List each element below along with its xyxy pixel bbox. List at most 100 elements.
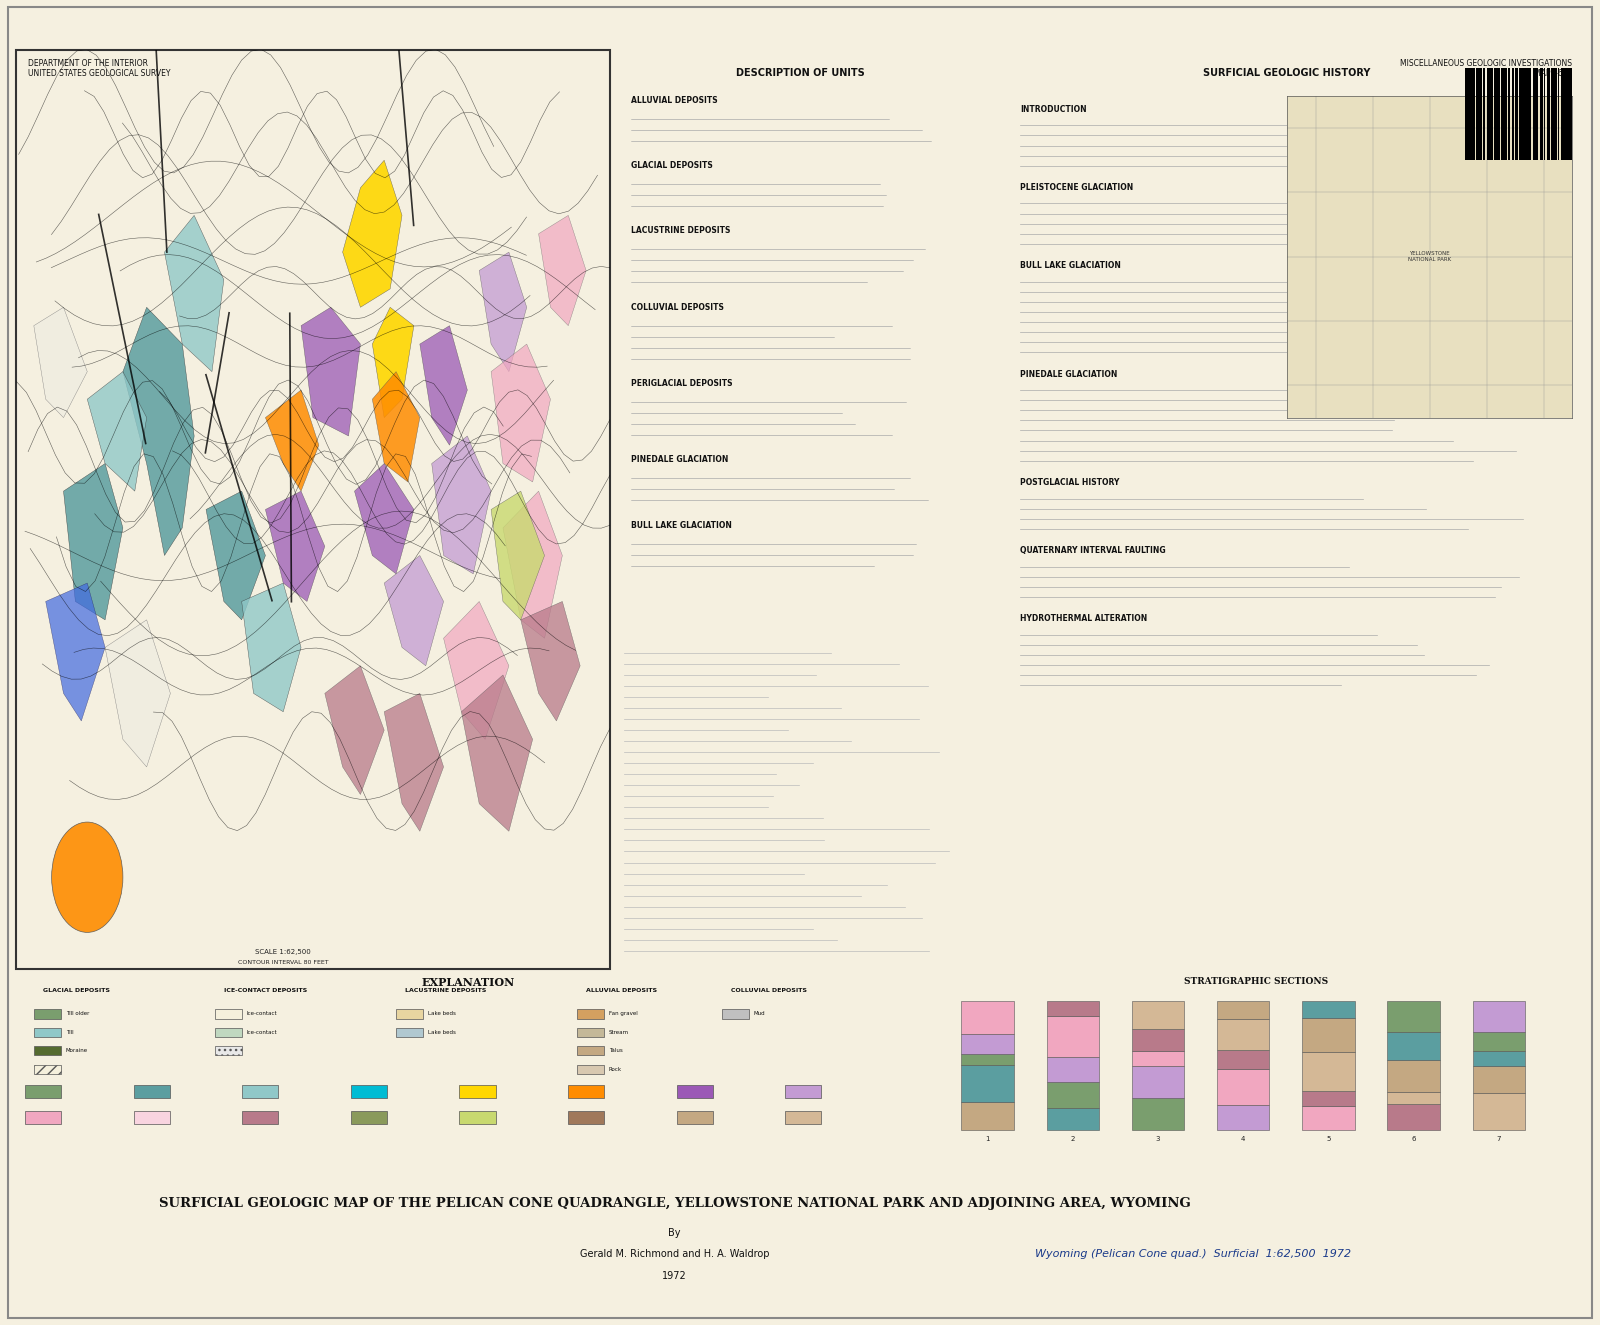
Bar bbox=[1472, 1093, 1525, 1130]
Text: PINEDALE GLACIATION: PINEDALE GLACIATION bbox=[632, 456, 728, 464]
Bar bbox=[786, 1110, 821, 1124]
Polygon shape bbox=[123, 307, 194, 555]
Bar bbox=[962, 1101, 1014, 1130]
Polygon shape bbox=[266, 492, 325, 602]
Bar bbox=[214, 1047, 242, 1056]
Bar bbox=[34, 1010, 61, 1019]
Bar bbox=[1046, 1056, 1099, 1083]
Polygon shape bbox=[355, 464, 414, 574]
Bar bbox=[1387, 1092, 1440, 1105]
Text: ALLUVIAL DEPOSITS: ALLUVIAL DEPOSITS bbox=[586, 988, 658, 994]
Bar bbox=[242, 1085, 278, 1098]
Bar bbox=[1131, 1098, 1184, 1130]
Text: MISCELLANEOUS GEOLOGIC INVESTIGATIONS
MAP I-656: MISCELLANEOUS GEOLOGIC INVESTIGATIONS MA… bbox=[1400, 60, 1573, 78]
Bar bbox=[1387, 1060, 1440, 1092]
Bar bbox=[962, 1055, 1014, 1065]
Bar bbox=[1472, 1051, 1525, 1065]
Polygon shape bbox=[342, 160, 402, 307]
Bar bbox=[1131, 1052, 1184, 1065]
Text: BULL LAKE GLACIATION: BULL LAKE GLACIATION bbox=[1019, 261, 1120, 270]
Bar bbox=[1302, 1018, 1355, 1052]
Text: QUATERNARY INTERVAL FAULTING: QUATERNARY INTERVAL FAULTING bbox=[1019, 546, 1165, 555]
Bar bbox=[397, 1010, 424, 1019]
Polygon shape bbox=[443, 602, 509, 739]
Bar bbox=[1046, 1108, 1099, 1130]
Bar bbox=[1302, 1090, 1355, 1106]
Text: GLACIAL DEPOSITS: GLACIAL DEPOSITS bbox=[632, 162, 714, 170]
Text: Rock: Rock bbox=[608, 1067, 622, 1072]
Text: DEPARTMENT OF THE INTERIOR
UNITED STATES GEOLOGICAL SURVEY: DEPARTMENT OF THE INTERIOR UNITED STATES… bbox=[27, 60, 170, 78]
Polygon shape bbox=[491, 492, 544, 620]
Text: POSTGLACIAL HISTORY: POSTGLACIAL HISTORY bbox=[1019, 478, 1120, 488]
Polygon shape bbox=[301, 307, 360, 436]
Polygon shape bbox=[480, 252, 526, 371]
Text: 1972: 1972 bbox=[662, 1271, 686, 1280]
Text: ICE-CONTACT DEPOSITS: ICE-CONTACT DEPOSITS bbox=[224, 988, 307, 994]
Text: 6: 6 bbox=[1411, 1136, 1416, 1142]
Bar bbox=[1302, 1106, 1355, 1130]
Bar bbox=[962, 1065, 1014, 1101]
Polygon shape bbox=[384, 693, 443, 831]
Bar bbox=[1046, 1002, 1099, 1016]
Text: COLLUVIAL DEPOSITS: COLLUVIAL DEPOSITS bbox=[632, 302, 725, 311]
Bar bbox=[397, 1028, 424, 1037]
Text: DESCRIPTION OF UNITS: DESCRIPTION OF UNITS bbox=[736, 69, 864, 78]
Text: Talus: Talus bbox=[608, 1048, 622, 1053]
Text: SCALE 1:62,500: SCALE 1:62,500 bbox=[256, 950, 310, 955]
Bar bbox=[568, 1110, 605, 1124]
Bar bbox=[1472, 1032, 1525, 1051]
Polygon shape bbox=[432, 436, 491, 574]
Polygon shape bbox=[491, 344, 550, 482]
Text: Ice-contact: Ice-contact bbox=[246, 1030, 277, 1035]
Bar bbox=[578, 1010, 605, 1019]
Polygon shape bbox=[384, 555, 443, 665]
Bar bbox=[134, 1085, 170, 1098]
Polygon shape bbox=[34, 307, 88, 417]
Text: PINEDALE GLACIATION: PINEDALE GLACIATION bbox=[1019, 370, 1117, 379]
Bar bbox=[1046, 1016, 1099, 1056]
Text: 3: 3 bbox=[1155, 1136, 1160, 1142]
Text: BULL LAKE GLACIATION: BULL LAKE GLACIATION bbox=[632, 521, 733, 530]
Polygon shape bbox=[373, 371, 419, 482]
Bar bbox=[1131, 1065, 1184, 1098]
Text: 5: 5 bbox=[1326, 1136, 1331, 1142]
Bar bbox=[578, 1047, 605, 1056]
Bar bbox=[459, 1110, 496, 1124]
Bar bbox=[786, 1085, 821, 1098]
Bar bbox=[34, 1064, 61, 1073]
Text: Till: Till bbox=[66, 1030, 74, 1035]
Bar bbox=[1046, 1083, 1099, 1108]
Bar bbox=[242, 1110, 278, 1124]
Text: 4: 4 bbox=[1242, 1136, 1245, 1142]
Bar bbox=[1131, 1002, 1184, 1030]
Bar bbox=[677, 1110, 712, 1124]
Bar bbox=[1387, 1105, 1440, 1130]
Text: LACUSTRINE DEPOSITS: LACUSTRINE DEPOSITS bbox=[632, 227, 731, 236]
Bar bbox=[134, 1110, 170, 1124]
Circle shape bbox=[51, 822, 123, 933]
Text: 2: 2 bbox=[1070, 1136, 1075, 1142]
Text: Stream: Stream bbox=[608, 1030, 629, 1035]
Polygon shape bbox=[520, 602, 581, 721]
Bar bbox=[214, 1010, 242, 1019]
Text: STRATIGRAPHIC SECTIONS: STRATIGRAPHIC SECTIONS bbox=[1184, 977, 1328, 986]
Polygon shape bbox=[206, 492, 266, 620]
Polygon shape bbox=[46, 583, 106, 721]
Bar bbox=[1472, 1002, 1525, 1032]
Text: Mud: Mud bbox=[754, 1011, 765, 1016]
Text: GLACIAL DEPOSITS: GLACIAL DEPOSITS bbox=[43, 988, 110, 994]
Text: EXPLANATION: EXPLANATION bbox=[422, 977, 515, 988]
Text: Wyoming (Pelican Cone quad.)  Surficial  1:62,500  1972: Wyoming (Pelican Cone quad.) Surficial 1… bbox=[1035, 1249, 1352, 1260]
Bar bbox=[1387, 1032, 1440, 1060]
Text: ALLUVIAL DEPOSITS: ALLUVIAL DEPOSITS bbox=[632, 95, 718, 105]
Bar bbox=[459, 1085, 496, 1098]
Bar bbox=[722, 1010, 749, 1019]
Bar bbox=[1302, 1052, 1355, 1090]
Polygon shape bbox=[64, 464, 123, 620]
Polygon shape bbox=[461, 674, 533, 831]
Polygon shape bbox=[325, 665, 384, 795]
Bar bbox=[214, 1028, 242, 1037]
Polygon shape bbox=[419, 326, 467, 445]
Text: Fan gravel: Fan gravel bbox=[608, 1011, 637, 1016]
Bar bbox=[26, 1085, 61, 1098]
